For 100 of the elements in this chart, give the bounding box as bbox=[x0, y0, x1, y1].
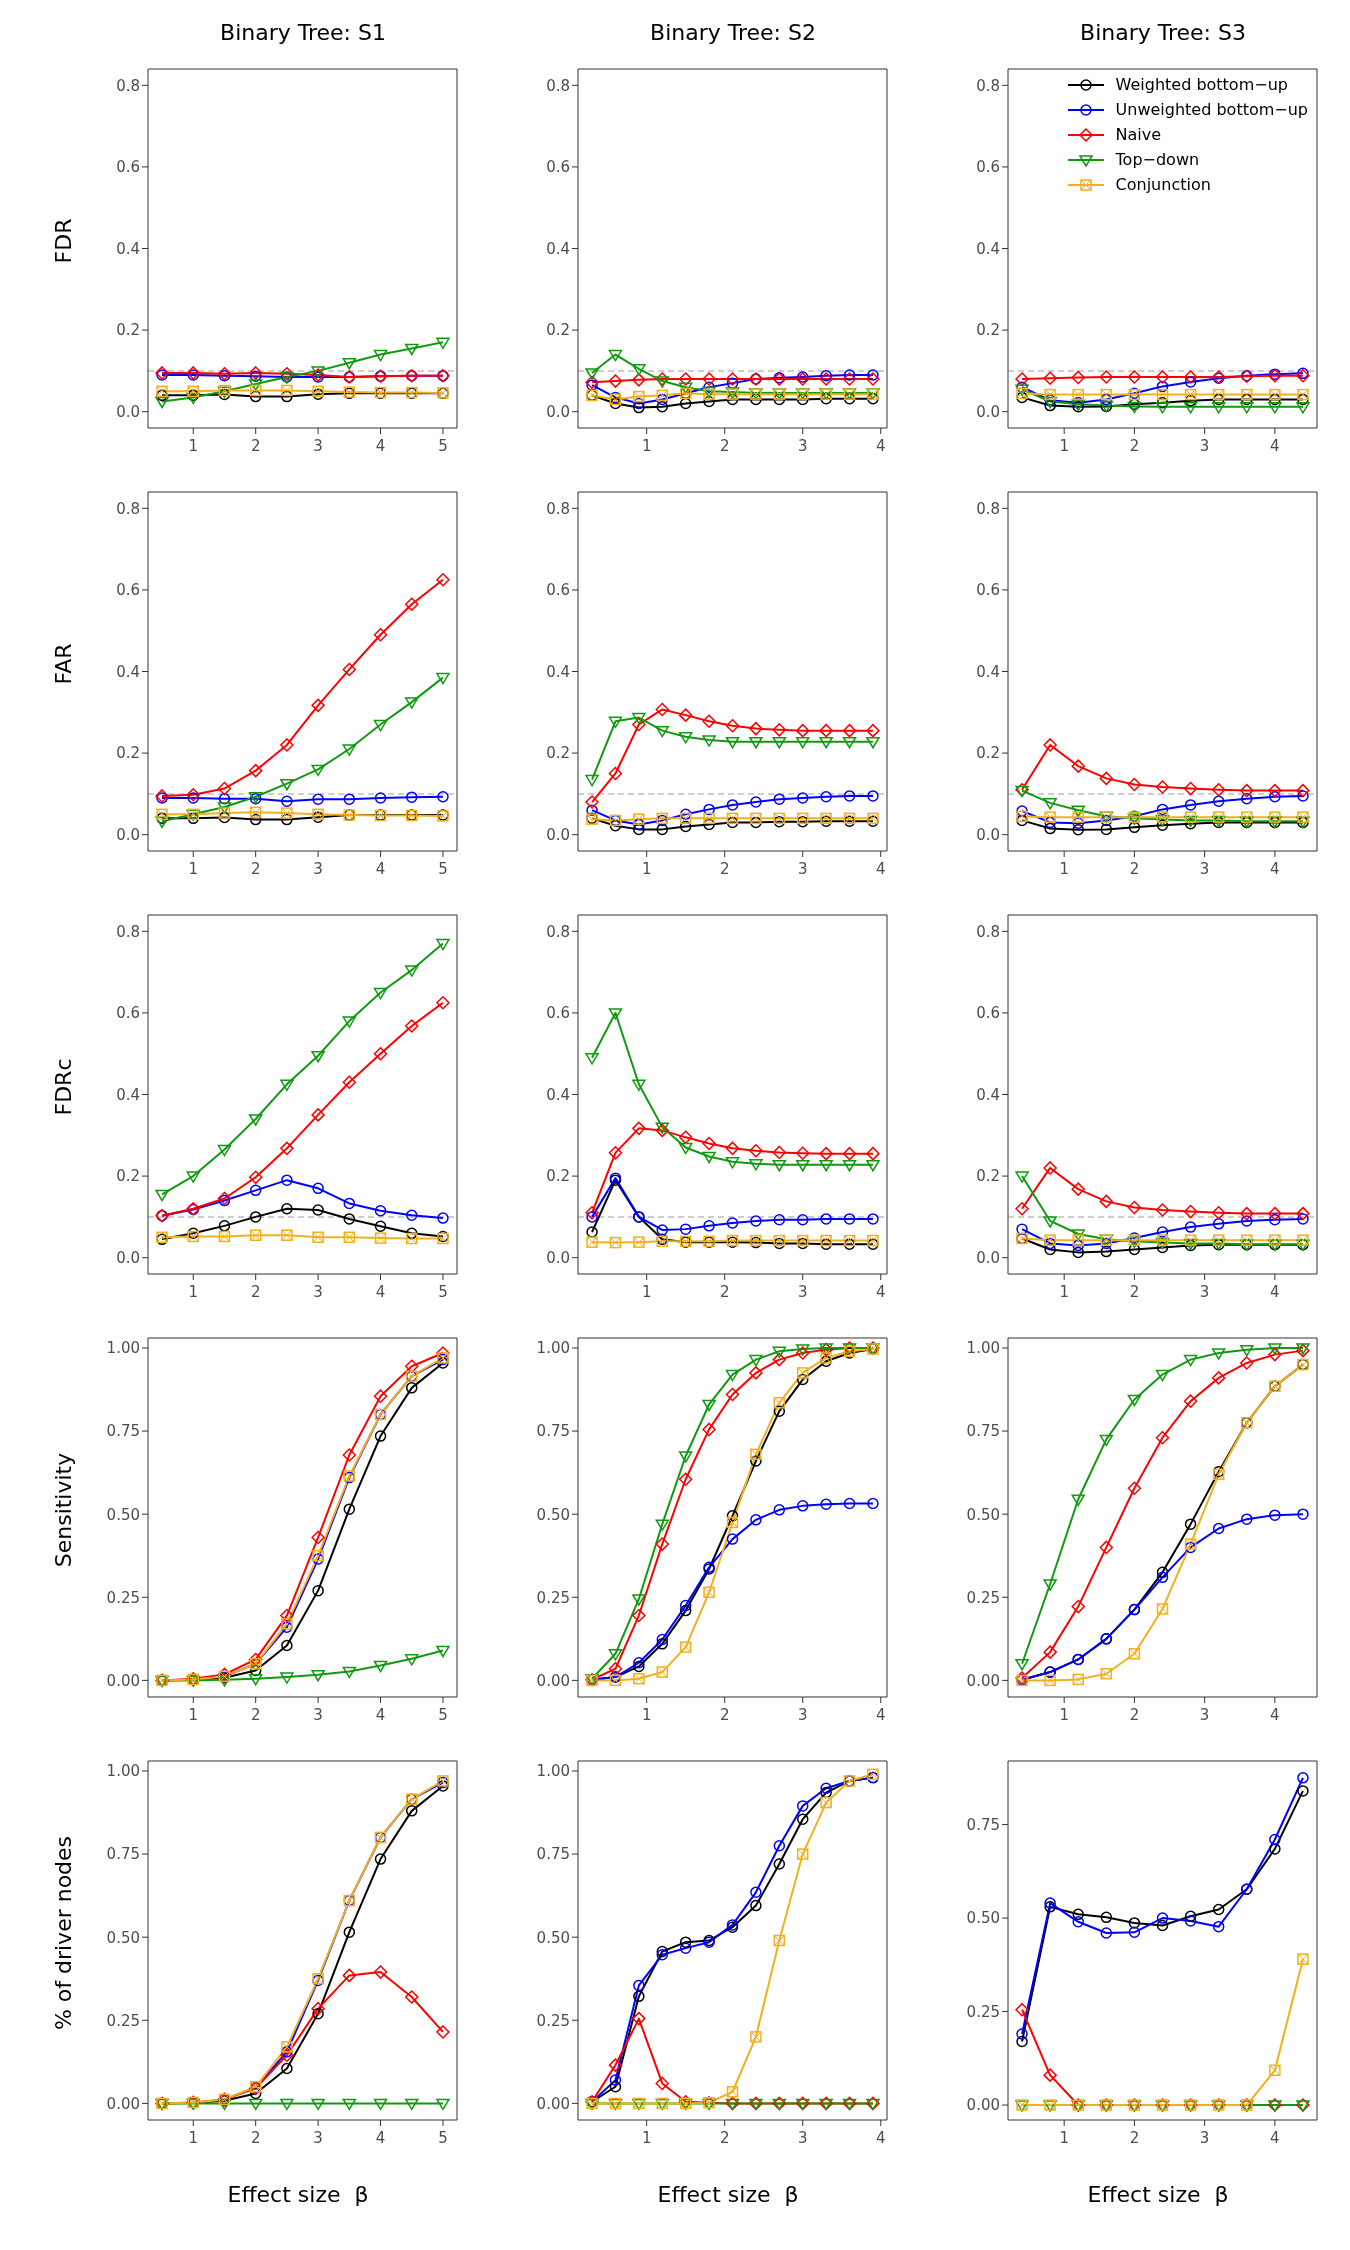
y-tick-label: 0.6 bbox=[546, 1004, 570, 1023]
x-tick-label: 2 bbox=[1129, 2128, 1140, 2147]
x-tick-label: 4 bbox=[375, 1282, 386, 1301]
y-tick-label: 0.0 bbox=[976, 826, 1000, 845]
y-tick-label: 0.2 bbox=[116, 1167, 140, 1186]
x-tick-label: 2 bbox=[250, 436, 261, 455]
y-tick-label: 0.4 bbox=[116, 1085, 140, 1104]
y-tick-label: 0.50 bbox=[536, 1928, 570, 1947]
x-tick-label: 3 bbox=[1199, 1282, 1210, 1301]
x-tick-label: 2 bbox=[719, 2128, 730, 2147]
x-tick-label: 1 bbox=[188, 859, 199, 878]
y-tick-label: 0.00 bbox=[536, 2094, 570, 2113]
x-tick-label: 2 bbox=[1129, 859, 1140, 878]
x-tick-label: 4 bbox=[375, 859, 386, 878]
y-tick-label: 0.50 bbox=[966, 1505, 1000, 1524]
legend-label: Top−down bbox=[1115, 150, 1200, 169]
y-tick-label: 0.00 bbox=[966, 1671, 1000, 1690]
y-tick-label: 0.8 bbox=[976, 76, 1000, 95]
y-axis-title: FAR bbox=[50, 643, 76, 684]
x-tick-label: 1 bbox=[641, 1282, 652, 1301]
y-tick-label: 0.8 bbox=[976, 499, 1000, 518]
y-tick-label: 1.00 bbox=[966, 1339, 1000, 1358]
y-tick-label: 1.00 bbox=[106, 1339, 140, 1358]
y-tick-label: 0.8 bbox=[976, 922, 1000, 941]
legend-label: Conjunction bbox=[1115, 175, 1211, 194]
y-tick-label: 0.25 bbox=[106, 1588, 140, 1607]
x-tick-label: 3 bbox=[1199, 436, 1210, 455]
x-tick-label: 3 bbox=[313, 1282, 323, 1301]
x-tick-label: 3 bbox=[313, 2128, 323, 2147]
y-tick-label: 0.8 bbox=[116, 76, 140, 95]
legend-label: Weighted bottom−up bbox=[1115, 75, 1288, 94]
x-axis-title: Effect size β bbox=[226, 2181, 370, 2209]
y-tick-label: 0.50 bbox=[536, 1505, 570, 1524]
x-tick-label: 1 bbox=[1059, 859, 1069, 878]
y-tick-label: 1.00 bbox=[106, 1762, 140, 1781]
x-tick-label: 5 bbox=[438, 436, 448, 455]
y-tick-label: 0.6 bbox=[976, 158, 1000, 177]
y-tick-label: 0.6 bbox=[116, 581, 140, 600]
y-axis-title: % of driver nodes bbox=[50, 1835, 76, 2030]
chart-title: Binary Tree: S3 bbox=[1079, 19, 1247, 47]
x-tick-label: 1 bbox=[1059, 1705, 1069, 1724]
y-tick-label: 0.75 bbox=[536, 1845, 570, 1864]
y-tick-label: 0.6 bbox=[546, 158, 570, 177]
x-axis-title: Effect size β bbox=[656, 2181, 800, 2209]
x-tick-label: 4 bbox=[1270, 2128, 1280, 2147]
y-tick-label: 0.6 bbox=[116, 158, 140, 177]
x-tick-label: 2 bbox=[1129, 1282, 1140, 1301]
y-tick-label: 0.75 bbox=[536, 1422, 570, 1441]
y-axis-title: FDRc bbox=[50, 1058, 76, 1115]
y-tick-label: 0.4 bbox=[116, 662, 140, 681]
y-tick-label: 1.00 bbox=[536, 1762, 570, 1781]
x-tick-label: 3 bbox=[313, 859, 323, 878]
x-tick-label: 1 bbox=[188, 1705, 199, 1724]
x-tick-label: 2 bbox=[250, 1282, 261, 1301]
x-tick-label: 4 bbox=[1270, 436, 1280, 455]
x-tick-label: 3 bbox=[797, 1282, 808, 1301]
x-tick-label: 2 bbox=[1129, 1705, 1140, 1724]
y-tick-label: 0.2 bbox=[546, 1167, 570, 1186]
y-tick-label: 0.6 bbox=[976, 1004, 1000, 1023]
x-tick-label: 3 bbox=[797, 859, 808, 878]
x-tick-label: 1 bbox=[1059, 1282, 1069, 1301]
y-tick-label: 0.8 bbox=[116, 922, 140, 941]
x-tick-label: 3 bbox=[1199, 859, 1210, 878]
x-tick-label: 3 bbox=[797, 436, 808, 455]
y-axis-title: Sensitivity bbox=[50, 1452, 76, 1567]
x-tick-label: 2 bbox=[250, 2128, 261, 2147]
x-tick-label: 5 bbox=[438, 2128, 448, 2147]
y-tick-label: 0.25 bbox=[966, 2002, 1000, 2021]
x-tick-label: 4 bbox=[875, 1282, 886, 1301]
y-tick-label: 0.00 bbox=[966, 2096, 1000, 2115]
y-tick-label: 0.0 bbox=[546, 826, 570, 845]
y-tick-label: 0.6 bbox=[976, 581, 1000, 600]
x-tick-label: 2 bbox=[719, 436, 730, 455]
x-tick-label: 1 bbox=[641, 1705, 652, 1724]
y-tick-label: 0.4 bbox=[976, 1085, 1000, 1104]
y-tick-label: 0.4 bbox=[976, 239, 1000, 258]
y-tick-label: 0.0 bbox=[116, 826, 140, 845]
y-tick-label: 0.8 bbox=[546, 499, 570, 518]
y-tick-label: 0.00 bbox=[536, 1671, 570, 1690]
y-tick-label: 0.2 bbox=[116, 744, 140, 763]
x-tick-label: 5 bbox=[438, 1282, 448, 1301]
x-tick-label: 1 bbox=[1059, 436, 1069, 455]
x-tick-label: 2 bbox=[719, 1282, 730, 1301]
x-tick-label: 2 bbox=[1129, 436, 1140, 455]
y-tick-label: 0.00 bbox=[106, 2094, 140, 2113]
y-tick-label: 0.00 bbox=[106, 1671, 140, 1690]
chart-title: Binary Tree: S1 bbox=[219, 19, 387, 47]
y-tick-label: 0.2 bbox=[546, 744, 570, 763]
x-tick-label: 3 bbox=[313, 436, 323, 455]
y-tick-label: 0.0 bbox=[976, 403, 1000, 422]
legend-label: Unweighted bottom−up bbox=[1115, 100, 1308, 119]
y-tick-label: 0.8 bbox=[546, 922, 570, 941]
x-tick-label: 4 bbox=[875, 859, 886, 878]
x-tick-label: 4 bbox=[1270, 1705, 1280, 1724]
y-tick-label: 0.4 bbox=[546, 239, 570, 258]
y-tick-label: 0.50 bbox=[966, 1909, 1000, 1928]
x-tick-label: 3 bbox=[797, 1705, 808, 1724]
y-tick-label: 0.50 bbox=[106, 1928, 140, 1947]
x-tick-label: 2 bbox=[719, 1705, 730, 1724]
y-tick-label: 0.75 bbox=[966, 1815, 1000, 1834]
